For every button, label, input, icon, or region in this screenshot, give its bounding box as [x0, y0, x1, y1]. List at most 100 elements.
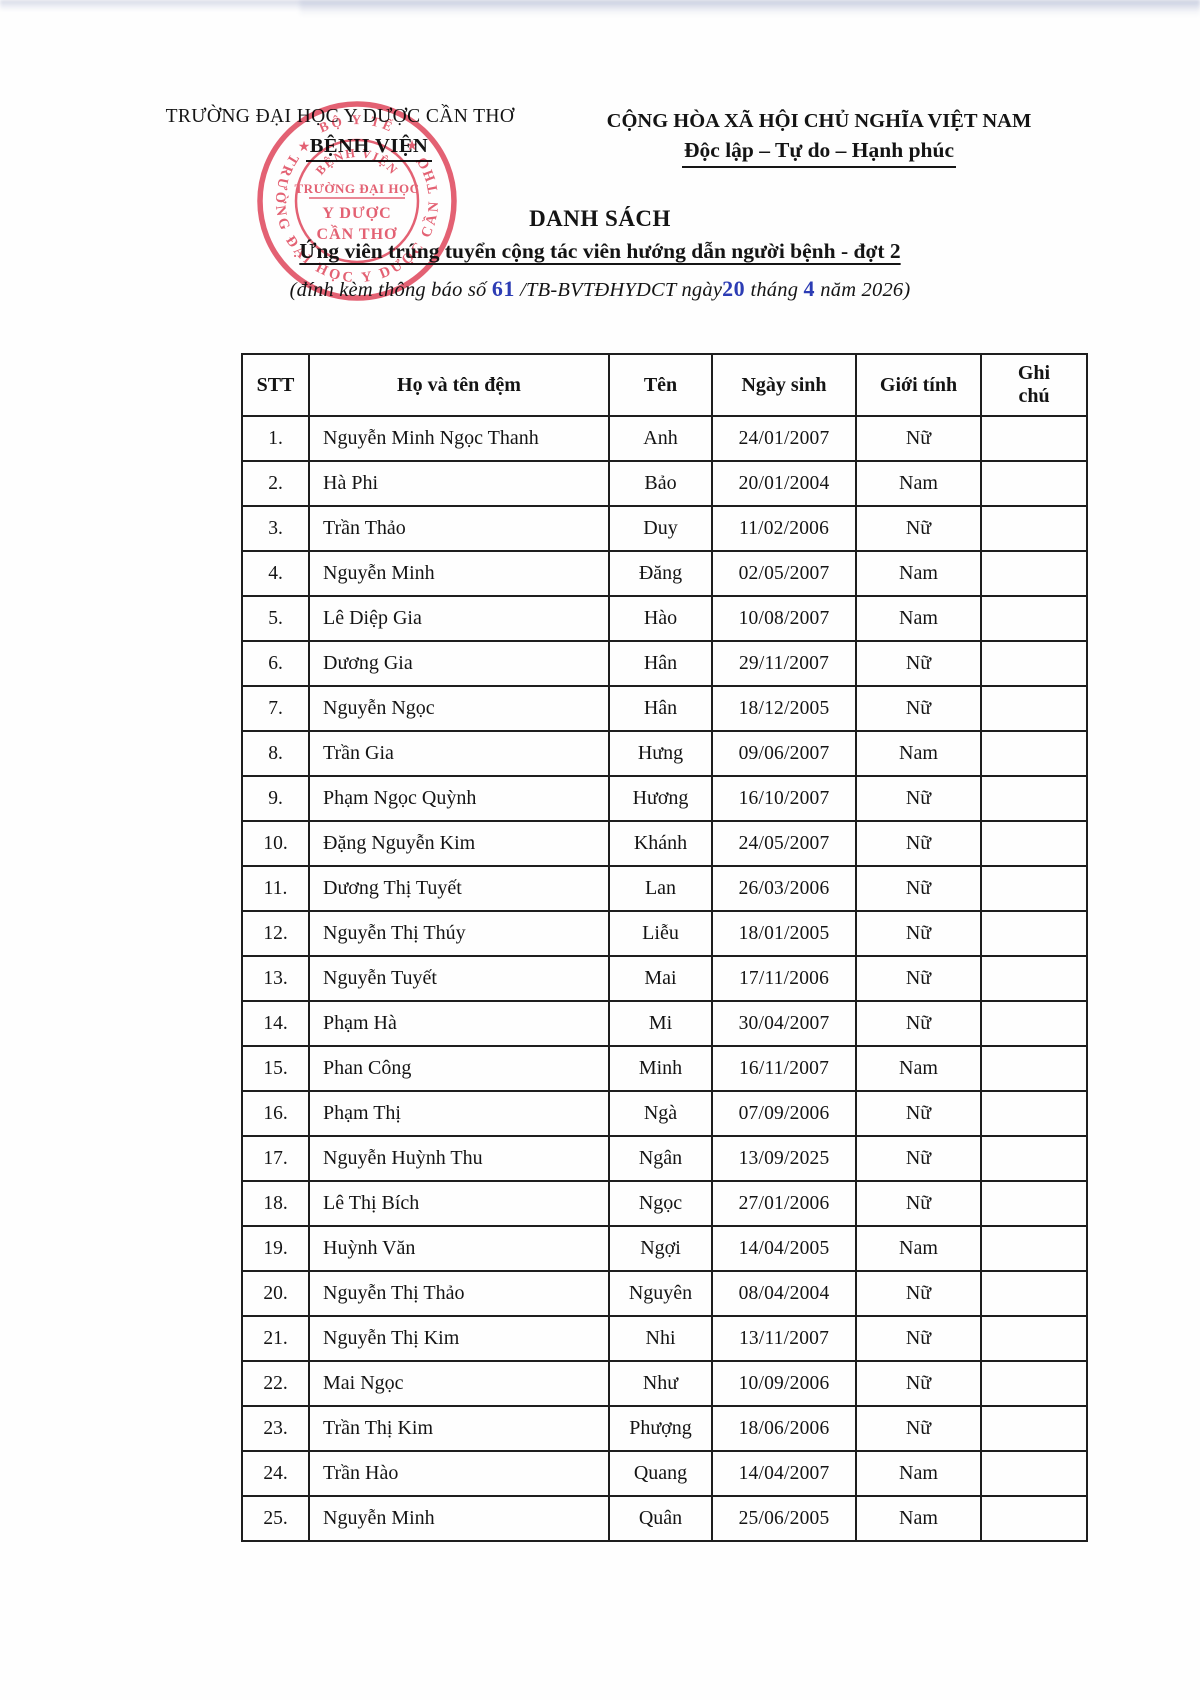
cell-gender: Nữ [855, 685, 982, 732]
cell-note [980, 550, 1088, 597]
cell-birth-date: 27/01/2006 [711, 1180, 857, 1227]
cell-given-name: Hân [608, 640, 713, 687]
cell-family-name: Nguyễn Thị Thảo [308, 1270, 610, 1317]
cell-given-name: Ngà [608, 1090, 713, 1137]
cell-birth-date: 14/04/2007 [711, 1450, 857, 1497]
cell-given-name: Hào [608, 595, 713, 642]
scan-edge-artifact [0, 0, 1200, 11]
cell-family-name: Nguyễn Huỳnh Thu [308, 1135, 610, 1182]
cell-gender: Nữ [855, 865, 982, 912]
stamp-star-right-icon: ★ [406, 139, 419, 154]
table-row: 7. Nguyễn Ngọc Hân 18/12/2005 Nữ [241, 685, 1088, 732]
cell-note [980, 1450, 1088, 1497]
table-row: 4. Nguyễn Minh Đăng 02/05/2007 Nam [241, 550, 1088, 597]
cell-note [980, 415, 1088, 462]
cell-stt: 23. [241, 1405, 310, 1452]
cell-stt: 16. [241, 1090, 310, 1137]
cell-note [980, 820, 1088, 867]
cell-stt: 4. [241, 550, 310, 597]
stamp-ring-top-text: BỘ Y TẾ [317, 112, 395, 135]
cell-note [980, 910, 1088, 957]
table-row: 24. Trần Hào Quang 14/04/2007 Nam [241, 1450, 1088, 1497]
cell-birth-date: 18/06/2006 [711, 1405, 857, 1452]
cell-family-name: Nguyễn Thị Thúy [308, 910, 610, 957]
cell-stt: 2. [241, 460, 310, 507]
table-row: 2. Hà Phi Bảo 20/01/2004 Nam [241, 460, 1088, 507]
cell-gender: Nam [855, 730, 982, 777]
cell-gender: Nữ [855, 1180, 982, 1227]
cell-family-name: Nguyễn Minh [308, 550, 610, 597]
cell-given-name: Nhi [608, 1315, 713, 1362]
cell-stt: 9. [241, 775, 310, 822]
scan-edge-artifact-2 [300, 0, 1200, 17]
cell-stt: 1. [241, 415, 310, 462]
red-seal-stamp: TRƯỜNG ĐẠI HỌC Y DƯỢC CẦN THƠ BỘ Y TẾ BỆ… [257, 101, 457, 301]
cell-note [980, 775, 1088, 822]
handwritten-document-number: 61 [491, 276, 515, 301]
table-row: 8. Trần Gia Hưng 09/06/2007 Nam [241, 730, 1088, 777]
cell-given-name: Khánh [608, 820, 713, 867]
cell-gender: Nữ [855, 640, 982, 687]
cell-birth-date: 20/01/2004 [711, 460, 857, 507]
svg-text:BỘ Y TẾ: BỘ Y TẾ [317, 112, 398, 135]
stamp-inner-ring [294, 138, 420, 264]
cell-birth-date: 08/04/2004 [711, 1270, 857, 1317]
cell-birth-date: 18/12/2005 [711, 685, 857, 732]
cell-family-name: Phạm Thị [308, 1090, 610, 1137]
cell-stt: 17. [241, 1135, 310, 1182]
cell-gender: Nữ [855, 1135, 982, 1182]
cell-stt: 25. [241, 1495, 310, 1542]
cell-gender: Nam [855, 1450, 982, 1497]
stamp-center-line1: TRƯỜNG ĐẠI HỌC [295, 181, 420, 196]
col-header-gioi-tinh: Giới tính [855, 353, 982, 417]
cell-given-name: Ngân [608, 1135, 713, 1182]
cell-given-name: Duy [608, 505, 713, 552]
stamp-center-line2: Y DƯỢC [322, 205, 391, 222]
cell-note [980, 1135, 1088, 1182]
cell-gender: Nữ [855, 910, 982, 957]
cell-note [980, 640, 1088, 687]
cell-gender: Nữ [855, 1000, 982, 1047]
cell-gender: Nam [855, 595, 982, 642]
org-unit: BỆNH VIỆN [305, 135, 433, 162]
cell-given-name: Hương [608, 775, 713, 822]
cell-gender: Nữ [855, 1360, 982, 1407]
cell-birth-date: 17/11/2006 [711, 955, 857, 1002]
cell-given-name: Hưng [608, 730, 713, 777]
document-title: DANH SÁCH [529, 206, 671, 231]
cell-family-name: Phan Công [308, 1045, 610, 1092]
cell-stt: 20. [241, 1270, 310, 1317]
candidate-roster-table: STT Họ và tên đệm Tên Ngày sinh Giới tín… [241, 353, 1088, 1542]
table-row: 6. Dương Gia Hân 29/11/2007 Nữ [241, 640, 1088, 687]
cell-note [980, 1000, 1088, 1047]
national-motto: Độc lập – Tự do – Hạnh phúc [682, 138, 956, 168]
cell-stt: 5. [241, 595, 310, 642]
cell-given-name: Nguyên [608, 1270, 713, 1317]
cell-birth-date: 16/11/2007 [711, 1045, 857, 1092]
cell-birth-date: 14/04/2005 [711, 1225, 857, 1272]
table-row: 25. Nguyễn Minh Quân 25/06/2005 Nam [241, 1495, 1088, 1542]
cell-birth-date: 10/09/2006 [711, 1360, 857, 1407]
table-row: 22. Mai Ngọc Như 10/09/2006 Nữ [241, 1360, 1088, 1407]
attachment-note: (đính kèm thông báo số 61 /TB-BVTĐHYDCT … [0, 276, 1200, 302]
stamp-outer-ring [257, 101, 457, 301]
cell-family-name: Phạm Ngọc Quỳnh [308, 775, 610, 822]
cell-birth-date: 11/02/2006 [711, 505, 857, 552]
handwritten-day: 20 [722, 276, 746, 301]
cell-gender: Nữ [855, 1090, 982, 1137]
cell-birth-date: 13/11/2007 [711, 1315, 857, 1362]
col-header-ghi-chu: Ghi chú [980, 353, 1088, 417]
cell-birth-date: 07/09/2006 [711, 1090, 857, 1137]
cell-gender: Nữ [855, 505, 982, 552]
note-text-mid2: tháng [745, 279, 804, 301]
issuing-org-block: TRƯỜNG ĐẠI HỌC Y DƯỢC CẦN THƠ BỆNH VIỆN [146, 106, 534, 162]
cell-stt: 3. [241, 505, 310, 552]
cell-given-name: Quân [608, 1495, 713, 1542]
table-header: STT Họ và tên đệm Tên Ngày sinh Giới tín… [241, 353, 1088, 417]
cell-family-name: Lê Thị Bích [308, 1180, 610, 1227]
cell-birth-date: 16/10/2007 [711, 775, 857, 822]
cell-stt: 6. [241, 640, 310, 687]
cell-stt: 15. [241, 1045, 310, 1092]
stamp-inner-arc-text: BỆNH VIỆN [313, 146, 399, 178]
